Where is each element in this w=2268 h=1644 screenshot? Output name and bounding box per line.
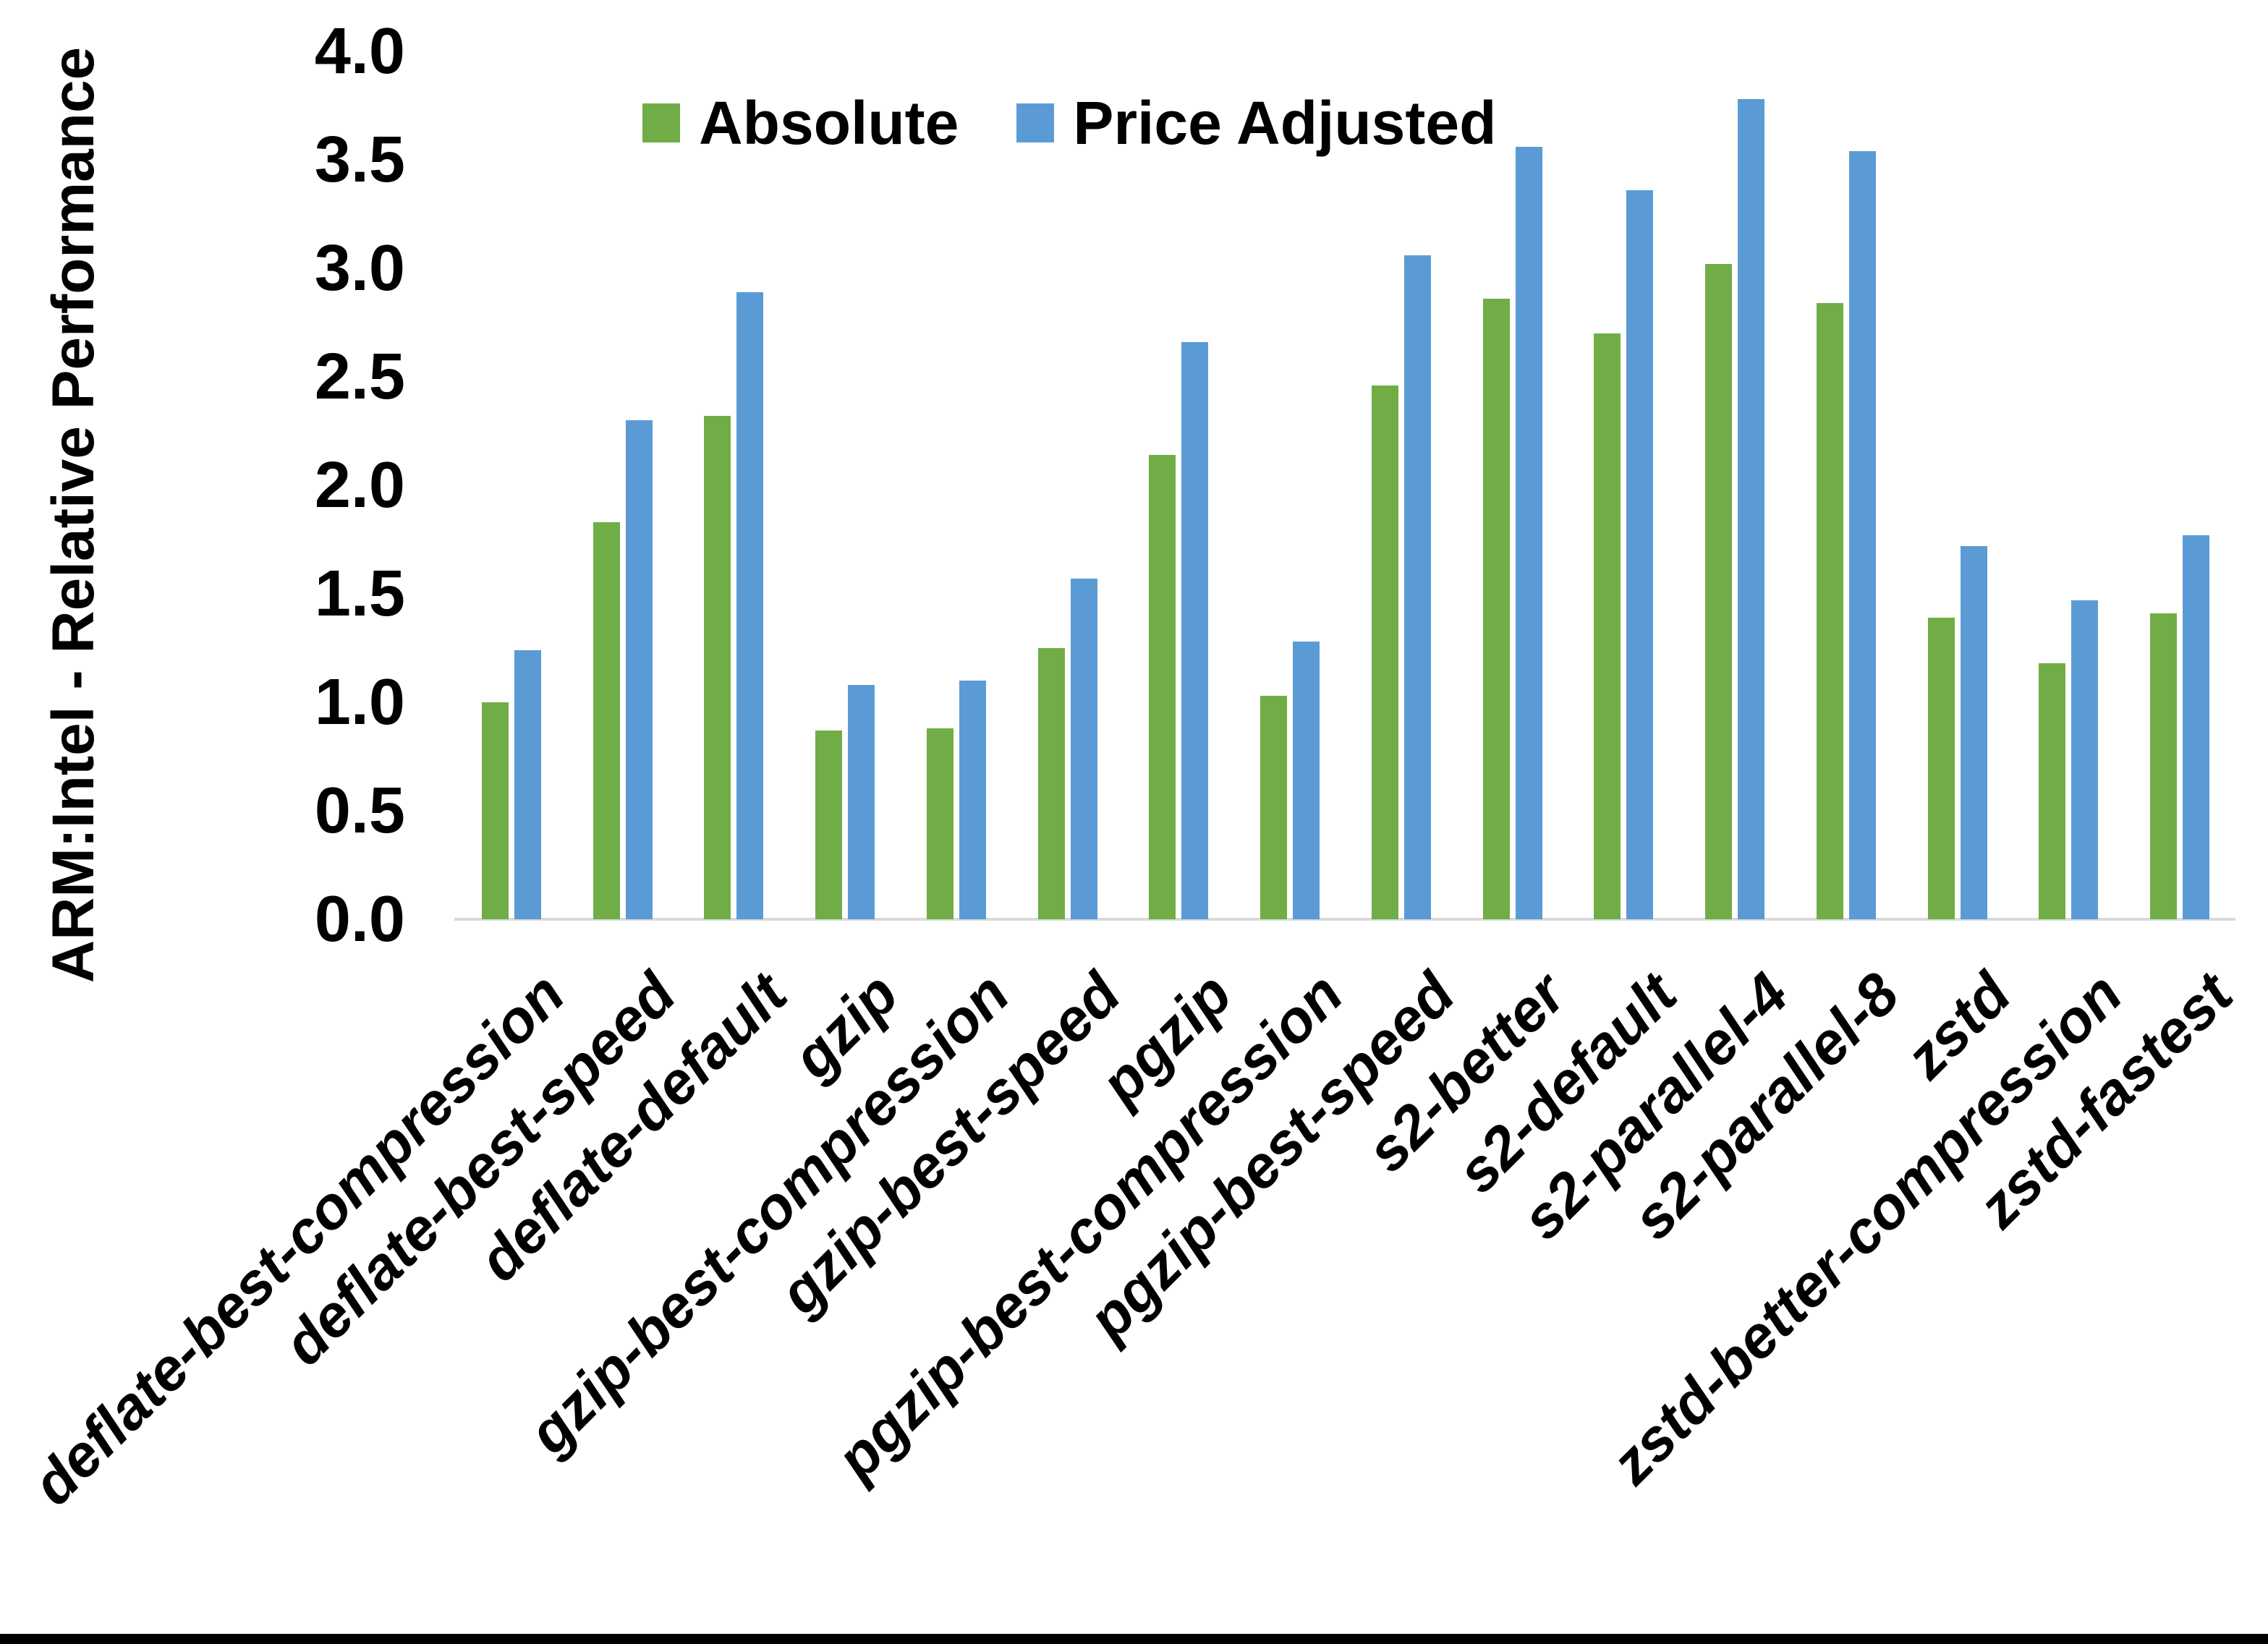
y-tick-1.5: 1.5 xyxy=(314,558,405,630)
y-tick-2.0: 2.0 xyxy=(314,449,405,521)
bar-absolute-pgzip-best-compression xyxy=(1260,696,1288,919)
x-axis-line xyxy=(454,918,2235,921)
bar-absolute-s2-better xyxy=(1482,299,1510,919)
bar-absolute-gzip-best-compression xyxy=(926,728,954,919)
bar-price-adjusted-pgzip-best-speed xyxy=(1403,255,1431,919)
bar-absolute-pgzip xyxy=(1149,455,1176,919)
bar-price-adjusted-deflate-default xyxy=(736,292,764,919)
bar-absolute-gzip xyxy=(815,731,843,919)
bar-price-adjusted-zstd-fastest xyxy=(2183,535,2210,919)
legend: Absolute Price Adjusted xyxy=(642,93,1496,153)
bar-absolute-s2-default xyxy=(1594,333,1621,919)
y-tick-4.0: 4.0 xyxy=(314,15,405,88)
bar-price-adjusted-pgzip xyxy=(1181,342,1209,919)
legend-label-price-adjusted: Price Adjusted xyxy=(1073,89,1497,157)
legend-label-absolute: Absolute xyxy=(699,89,959,157)
bar-price-adjusted-s2-parallel-4 xyxy=(1738,99,1765,919)
bar-absolute-s2-parallel-8 xyxy=(1816,303,1843,919)
y-tick-0.0: 0.0 xyxy=(314,883,405,955)
bar-absolute-deflate-default xyxy=(704,416,731,919)
y-tick-3.5: 3.5 xyxy=(314,124,405,196)
legend-swatch-price-adjusted xyxy=(1016,103,1055,142)
bar-price-adjusted-pgzip-best-compression xyxy=(1293,642,1320,919)
y-tick-0.5: 0.5 xyxy=(314,775,405,847)
bar-price-adjusted-gzip-best-speed xyxy=(1070,579,1097,919)
y-tick-3.0: 3.0 xyxy=(314,232,405,304)
bar-absolute-gzip-best-speed xyxy=(1037,648,1065,919)
bar-price-adjusted-deflate-best-compression xyxy=(514,650,541,919)
y-axis-title: ARM:Intel - Relative Performance xyxy=(41,46,106,984)
y-tick-1.0: 1.0 xyxy=(314,666,405,738)
bar-absolute-deflate-best-compression xyxy=(481,702,509,919)
bar-absolute-pgzip-best-speed xyxy=(1371,386,1398,919)
bar-absolute-zstd-fastest xyxy=(2150,613,2178,919)
legend-item-absolute: Absolute xyxy=(642,93,959,153)
legend-item-price-adjusted: Price Adjusted xyxy=(1016,93,1496,153)
y-tick-2.5: 2.5 xyxy=(314,341,405,413)
bar-price-adjusted-gzip xyxy=(848,685,875,919)
bar-price-adjusted-zstd-better-compression xyxy=(2071,600,2099,919)
legend-swatch-absolute xyxy=(642,103,680,142)
bar-price-adjusted-gzip-best-compression xyxy=(959,681,986,919)
bar-price-adjusted-deflate-best-speed xyxy=(625,420,653,919)
bar-price-adjusted-s2-default xyxy=(1626,190,1654,919)
bar-absolute-deflate-best-speed xyxy=(593,522,620,919)
bar-price-adjusted-s2-better xyxy=(1515,147,1542,919)
bottom-border xyxy=(0,1634,2268,1644)
bar-price-adjusted-s2-parallel-8 xyxy=(1848,151,1876,919)
bar-absolute-zstd-better-compression xyxy=(2039,663,2066,919)
bar-price-adjusted-zstd xyxy=(1960,546,1987,919)
bar-absolute-s2-parallel-4 xyxy=(1705,264,1733,919)
bar-absolute-zstd xyxy=(1927,618,1955,919)
